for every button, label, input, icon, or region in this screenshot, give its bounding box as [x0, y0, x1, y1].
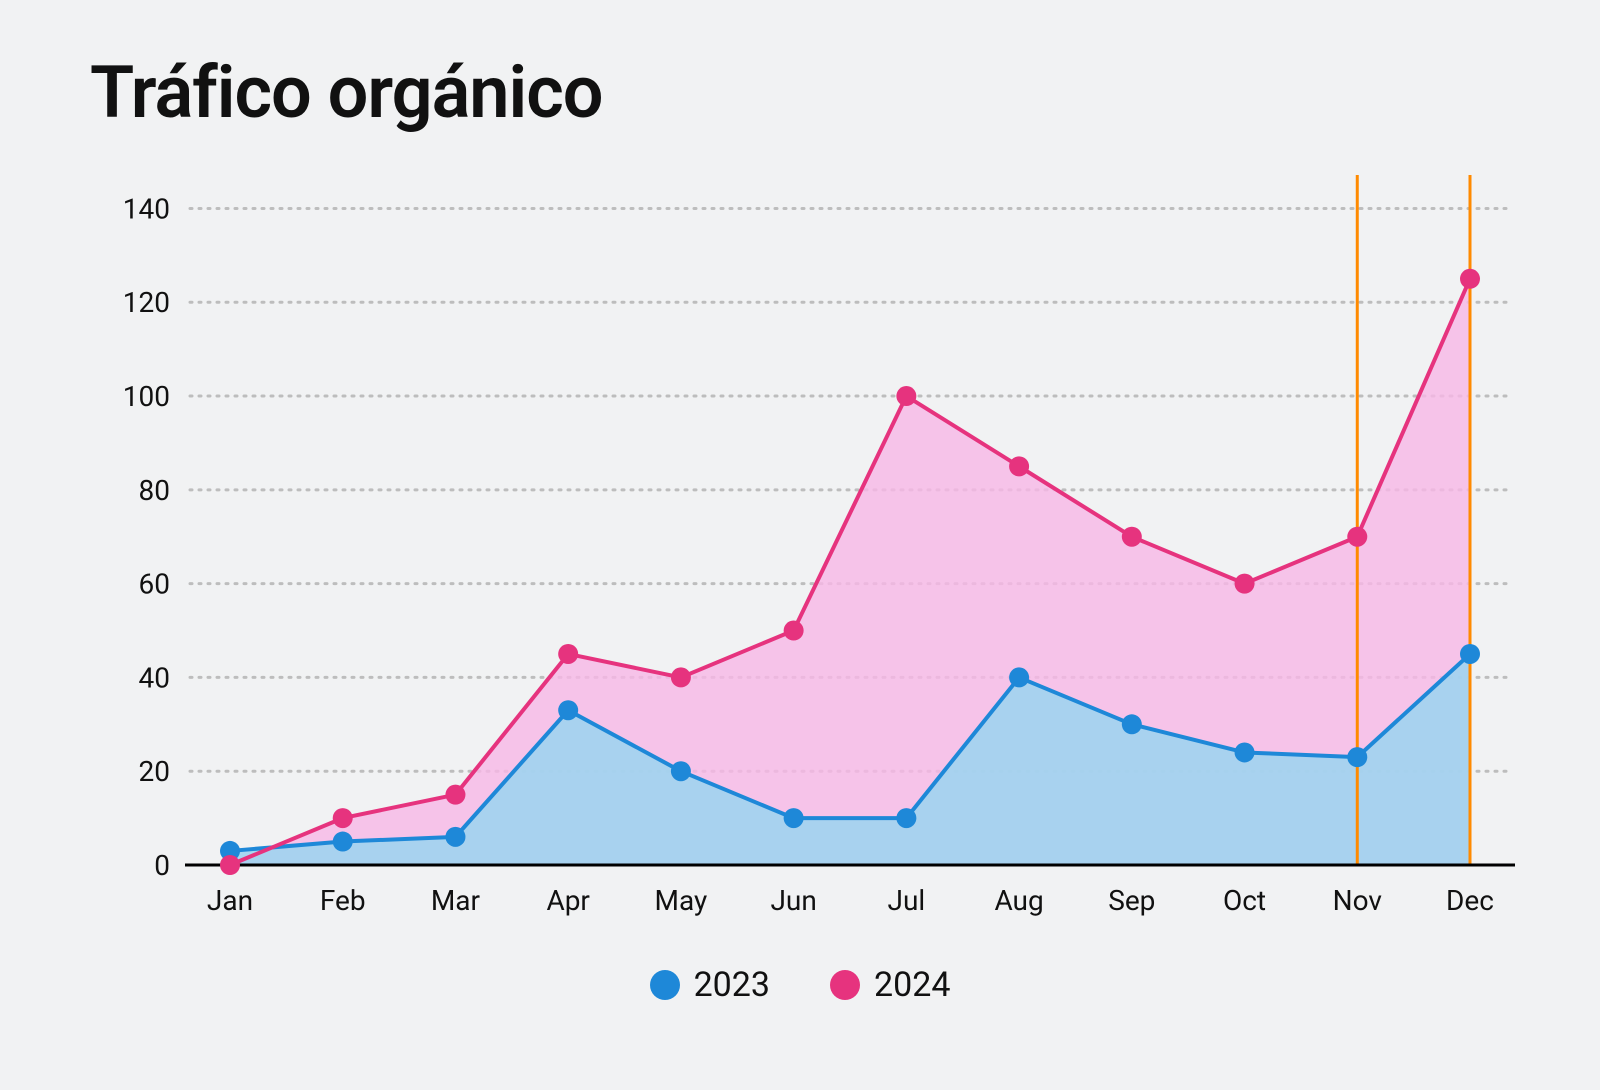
- marker-2024: [220, 855, 240, 875]
- chart-svg: 0 20 40 60 80 100 120 140 Jan Feb Mar Apr May Jun Jul A…: [70, 175, 1530, 935]
- marker-2024: [896, 386, 916, 406]
- marker-2023: [896, 808, 916, 828]
- x-tick-label: May: [655, 884, 708, 917]
- marker-2023: [445, 827, 465, 847]
- x-tick-label: Jun: [770, 884, 816, 917]
- x-tick-label: Dec: [1446, 884, 1494, 917]
- legend-item: 2023: [650, 965, 770, 1005]
- marker-2023: [1235, 742, 1255, 762]
- y-tick-label: 100: [123, 380, 170, 413]
- chart-plot-area: 0 20 40 60 80 100 120 140 Jan Feb Mar Apr May Jun Jul A…: [70, 175, 1530, 935]
- chart-title: Tráfico orgánico: [90, 50, 1530, 135]
- x-tick-label: Oct: [1223, 884, 1266, 917]
- marker-2023: [333, 832, 353, 852]
- marker-2023: [1122, 714, 1142, 734]
- x-tick-label: Mar: [431, 884, 481, 917]
- marker-2024: [1235, 574, 1255, 594]
- x-tick-label: Apr: [546, 884, 590, 917]
- marker-2023: [784, 808, 804, 828]
- chart-container: Tráfico orgánico 0 20 40 60 80 100 120 140 Jan Fe…: [0, 0, 1600, 1090]
- y-tick-label: 60: [139, 568, 170, 601]
- marker-2023: [558, 700, 578, 720]
- y-tick-label: 0: [154, 849, 170, 882]
- marker-2024: [333, 808, 353, 828]
- x-tick-label: Jan: [207, 884, 253, 917]
- x-tick-label: Jul: [888, 884, 926, 917]
- x-tick-label: Aug: [994, 884, 1043, 917]
- marker-2024: [784, 621, 804, 641]
- legend-label: 2023: [694, 965, 770, 1005]
- legend-dot: [650, 970, 680, 1000]
- y-tick-label: 40: [139, 661, 170, 694]
- marker-2024: [671, 667, 691, 687]
- legend-item: 2024: [830, 965, 950, 1005]
- marker-2023: [671, 761, 691, 781]
- marker-2023: [1347, 747, 1367, 767]
- x-tick-label: Feb: [320, 884, 366, 917]
- marker-2024: [1460, 269, 1480, 289]
- legend-dot: [830, 970, 860, 1000]
- marker-2024: [445, 785, 465, 805]
- x-tick-label: Sep: [1108, 884, 1155, 917]
- y-tick-label: 80: [139, 474, 170, 507]
- x-tick-label: Nov: [1333, 884, 1383, 917]
- marker-2024: [1009, 456, 1029, 476]
- marker-2023: [1460, 644, 1480, 664]
- y-tick-label: 140: [123, 192, 170, 225]
- marker-2024: [1122, 527, 1142, 547]
- marker-2023: [1009, 667, 1029, 687]
- chart-legend: 2023 2024: [70, 965, 1530, 1009]
- y-tick-label: 120: [123, 286, 170, 319]
- marker-2024: [558, 644, 578, 664]
- legend-label: 2024: [874, 965, 950, 1005]
- y-tick-label: 20: [139, 755, 170, 788]
- marker-2024: [1347, 527, 1367, 547]
